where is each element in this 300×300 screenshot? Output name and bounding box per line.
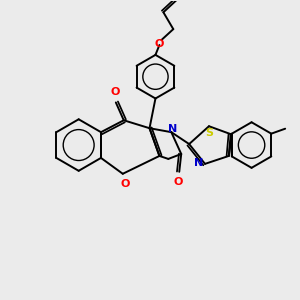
Text: O: O bbox=[120, 179, 129, 189]
Text: O: O bbox=[155, 39, 164, 49]
Text: N: N bbox=[168, 124, 177, 134]
Text: S: S bbox=[205, 128, 213, 138]
Text: O: O bbox=[174, 177, 183, 187]
Text: O: O bbox=[110, 88, 119, 98]
Text: N: N bbox=[194, 158, 203, 168]
